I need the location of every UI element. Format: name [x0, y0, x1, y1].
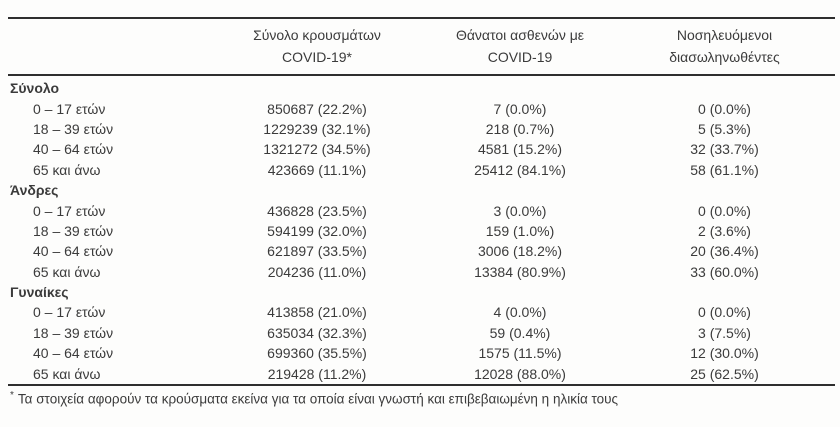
intubated-value: 32 (33.7%) — [690, 141, 759, 158]
deaths-value: 159 (1.0%) — [485, 222, 555, 239]
intubated-value: 12 (30.0%) — [690, 345, 759, 362]
row-label: 18 – 39 ετών — [33, 120, 114, 137]
row-label: 18 – 39 ετών — [33, 324, 114, 341]
cases-value: 594199 (32.0%) — [267, 222, 367, 239]
deaths-value: 7 (0.0%) — [493, 100, 547, 117]
row-label: 65 και άνω — [33, 365, 101, 382]
row-label: 65 και άνω — [33, 263, 101, 280]
cases-value: 413858 (21.0%) — [267, 304, 367, 321]
table-row: 0 – 17 ετών 850687 (22.2%) 7 (0.0%) 0 (0… — [8, 98, 835, 118]
section-header-row-total: Σύνολο — [8, 78, 835, 98]
footnote: * Τα στοιχεία αφορούν τα κρούσματα εκείνα… — [8, 386, 835, 407]
deaths-value: 4 (0.0%) — [493, 304, 547, 321]
section-title: Γυναίκες — [10, 284, 69, 301]
column-header-total-cases: Σύνολο κρουσμάτων COVID-19* — [208, 19, 426, 74]
cases-value: 635034 (32.3%) — [267, 324, 367, 341]
deaths-value: 25412 (84.1%) — [474, 161, 566, 178]
intubated-value: 0 (0.0%) — [698, 304, 751, 321]
empty-cell — [208, 78, 426, 98]
column-header-line2: διασωληνωθέντες — [669, 49, 780, 65]
intubated-value: 0 (0.0%) — [698, 100, 751, 117]
table-row: 18 – 39 ετών 594199 (32.0%) 159 (1.0%) 2… — [8, 221, 835, 241]
column-header-line2: COVID-19 — [487, 49, 553, 65]
table-row: 0 – 17 ετών 436828 (23.5%) 3 (0.0%) 0 (0… — [8, 200, 835, 220]
cases-value: 850687 (22.2%) — [267, 100, 367, 117]
column-header-intubated: Νοσηλευόμενοι διασωληνωθέντες — [614, 19, 835, 74]
table-row: 18 – 39 ετών 1229239 (32.1%) 218 (0.7%) … — [8, 119, 835, 139]
intubated-value: 5 (5.3%) — [698, 120, 751, 137]
column-header-line2: COVID-19* — [281, 49, 353, 65]
intubated-value: 2 (3.6%) — [698, 222, 751, 239]
intubated-value: 0 (0.0%) — [698, 202, 751, 219]
footnote-asterisk: * — [10, 389, 14, 401]
row-label: 0 – 17 ετών — [33, 100, 106, 117]
intubated-value: 58 (61.1%) — [690, 161, 759, 178]
footer-rule — [8, 383, 835, 386]
table: Σύνολο κρουσμάτων COVID-19* Θάνατοι ασθε… — [8, 17, 835, 406]
table-body: Σύνολο 0 – 17 ετών 850687 (22.2%) 7 (0.0… — [8, 76, 835, 384]
row-label: 0 – 17 ετών — [33, 202, 106, 219]
empty-cell — [614, 180, 835, 200]
row-label: 40 – 64 ετών — [33, 243, 114, 260]
deaths-value: 1575 (11.5%) — [478, 345, 562, 362]
table-row: 18 – 39 ετών 635034 (32.3%) 59 (0.4%) 3 … — [8, 323, 835, 343]
footnote-text: Τα στοιχεία αφορούν τα κρούσματα εκείνα … — [17, 391, 619, 407]
row-label: 18 – 39 ετών — [33, 222, 114, 239]
empty-cell — [208, 180, 426, 200]
empty-cell — [614, 78, 835, 98]
column-header-line1: Σύνολο κρουσμάτων — [253, 27, 381, 43]
table-row: 65 και άνω 219428 (11.2%) 12028 (88.0%) … — [8, 363, 835, 383]
section-header-row-men: Άνδρες — [8, 180, 835, 200]
cases-value: 621897 (33.5%) — [267, 243, 367, 260]
empty-cell — [426, 180, 614, 200]
empty-cell — [614, 282, 835, 302]
section-title: Σύνολο — [10, 80, 60, 97]
cases-value: 204236 (11.0%) — [267, 263, 367, 280]
intubated-value: 33 (60.0%) — [690, 263, 759, 280]
row-label: 0 – 17 ετών — [33, 304, 106, 321]
cases-value: 1229239 (32.1%) — [263, 120, 371, 137]
table-header: Σύνολο κρουσμάτων COVID-19* Θάνατοι ασθε… — [8, 19, 835, 74]
deaths-value: 3006 (18.2%) — [477, 243, 563, 260]
deaths-value: 4581 (15.2%) — [477, 141, 563, 158]
deaths-value: 3 (0.0%) — [493, 202, 547, 219]
cases-value: 423669 (11.1%) — [267, 161, 367, 178]
row-label: 65 και άνω — [33, 161, 101, 178]
cases-value: 219428 (11.2%) — [267, 365, 367, 382]
empty-cell — [426, 282, 614, 302]
table-row: 65 και άνω 204236 (11.0%) 13384 (80.9%) … — [8, 262, 835, 282]
intubated-value: 20 (36.4%) — [690, 243, 759, 260]
row-label: 40 – 64 ετών — [33, 141, 114, 158]
deaths-value: 218 (0.7%) — [485, 120, 555, 137]
table-row: 65 και άνω 423669 (11.1%) 25412 (84.1%) … — [8, 160, 835, 180]
table-row: 40 – 64 ετών 699360 (35.5%) 1575 (11.5%)… — [8, 343, 835, 363]
deaths-value: 13384 (80.9%) — [474, 263, 566, 280]
cases-value: 699360 (35.5%) — [267, 345, 367, 362]
cases-value: 1321272 (34.5%) — [263, 141, 371, 158]
empty-cell — [426, 78, 614, 98]
row-label: 40 – 64 ετών — [33, 345, 114, 362]
header-rule — [8, 74, 835, 76]
table-row: 40 – 64 ετών 621897 (33.5%) 3006 (18.2%)… — [8, 241, 835, 261]
table-row: 0 – 17 ετών 413858 (21.0%) 4 (0.0%) 0 (0… — [8, 302, 835, 322]
column-header-deaths: Θάνατοι ασθενών με COVID-19 — [426, 19, 614, 74]
table-row: 40 – 64 ετών 1321272 (34.5%) 4581 (15.2%… — [8, 139, 835, 159]
section-title: Άνδρες — [10, 182, 59, 199]
deaths-value: 12028 (88.0%) — [474, 365, 566, 382]
column-header-line1: Νοσηλευόμενοι — [676, 27, 773, 43]
intubated-value: 25 (62.5%) — [690, 365, 759, 382]
top-rule — [8, 17, 835, 19]
cases-value: 436828 (23.5%) — [267, 202, 367, 219]
column-header-line1: Θάνατοι ασθενών με — [455, 27, 585, 43]
header-spacer — [8, 19, 208, 74]
empty-cell — [208, 282, 426, 302]
deaths-value: 59 (0.4%) — [489, 324, 551, 341]
intubated-value: 3 (7.5%) — [698, 324, 751, 341]
section-header-row-women: Γυναίκες — [8, 282, 835, 302]
